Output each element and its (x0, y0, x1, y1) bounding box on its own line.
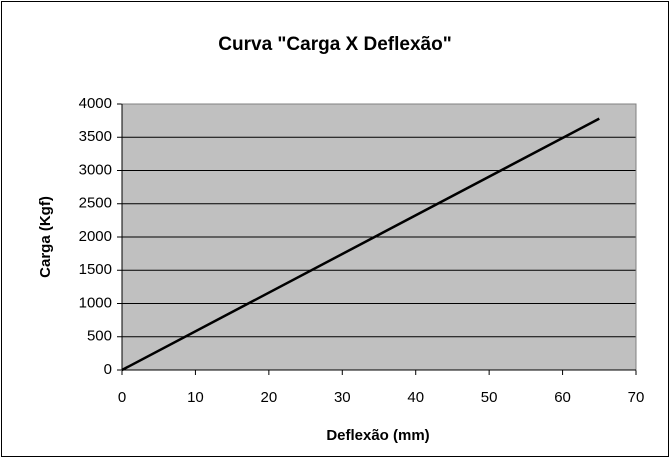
y-tick-label: 3000 (79, 161, 112, 178)
chart-title: Curva "Carga X Deflexão" (218, 34, 451, 55)
y-tick-label: 2000 (79, 228, 112, 245)
x-axis-label: Deflexão (mm) (326, 427, 429, 444)
data-line (121, 117, 600, 372)
y-tick-label: 500 (87, 328, 112, 345)
x-tick-label: 10 (187, 389, 204, 406)
y-tick-label: 1500 (79, 261, 112, 278)
x-tick-label: 60 (554, 389, 571, 406)
y-tick-label: 2500 (79, 195, 112, 212)
y-tick-label: 1000 (79, 294, 112, 311)
x-tick-label: 20 (261, 389, 278, 406)
y-tick-label: 3500 (79, 128, 112, 145)
y-tick-label: 0 (104, 361, 112, 378)
y-axis-label: Carga (Kgf) (37, 196, 54, 278)
x-tick-label: 0 (118, 389, 126, 406)
x-tick-label: 40 (407, 389, 424, 406)
x-tick-label: 30 (334, 389, 351, 406)
y-tick-label: 4000 (79, 95, 112, 112)
x-tick-label: 70 (628, 389, 645, 406)
x-tick-label: 50 (481, 389, 498, 406)
